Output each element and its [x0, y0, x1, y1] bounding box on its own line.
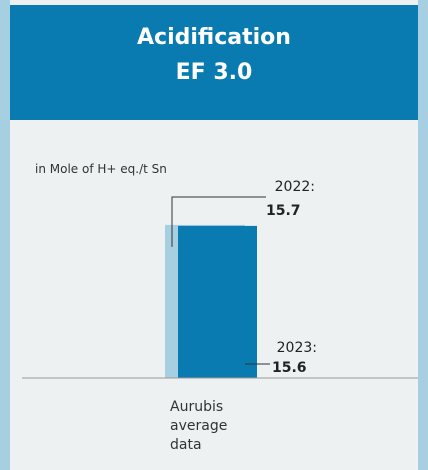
chart-title: Acidification — [137, 25, 291, 50]
unit-label: in Mole of H+ eq./t Sn — [35, 162, 167, 176]
chart-subtitle: EF 3.0 — [175, 60, 253, 85]
header: Acidification EF 3.0 — [10, 5, 418, 120]
legend-label: 2023: — [277, 340, 317, 356]
value-label: 15.7 — [266, 203, 301, 219]
leader-line — [171, 196, 266, 247]
category-label: Aurubis average data — [170, 399, 228, 453]
legend-label: 2022: — [275, 179, 315, 195]
value-label: 15.6 — [272, 360, 307, 376]
bar — [178, 225, 257, 378]
